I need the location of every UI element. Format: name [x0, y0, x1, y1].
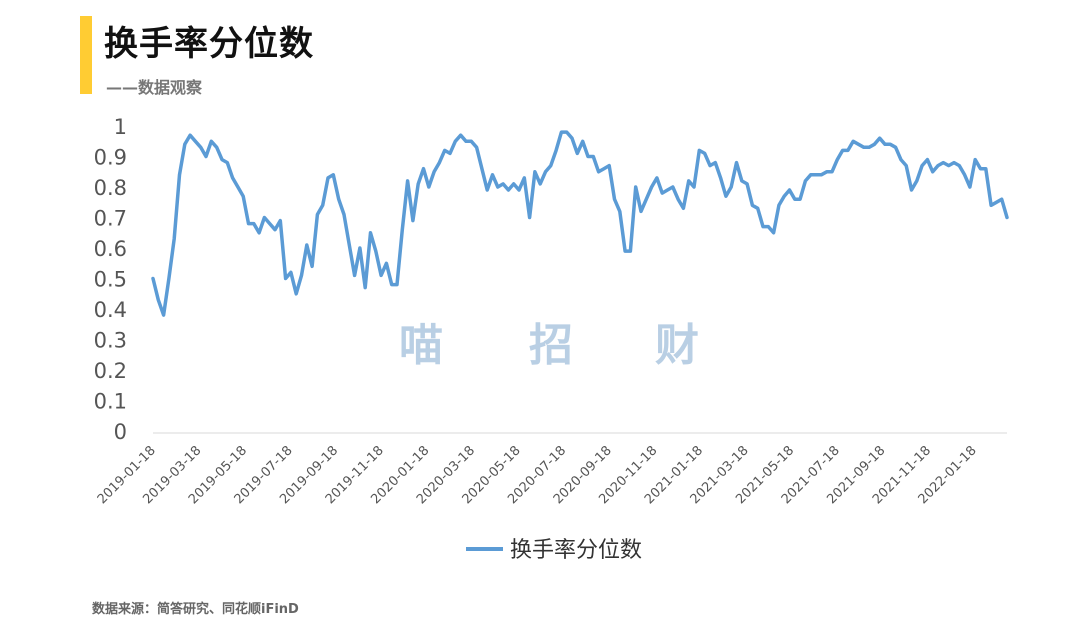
series-line [151, 130, 1009, 317]
watermark-char: 招 [529, 320, 573, 371]
y-tick-label: 0.8 [94, 176, 127, 200]
y-tick-label: 1 [114, 115, 127, 139]
y-tick-label: 0.2 [94, 359, 127, 383]
watermark-char: 喵 [399, 320, 443, 371]
y-tick-label: 0.4 [94, 298, 127, 322]
data-source-note: 数据来源：简答研究、同花顺iFinD [92, 602, 299, 617]
y-tick-label: 0.7 [94, 207, 127, 231]
page-title: 换手率分位数 [104, 24, 314, 64]
page-subtitle: ——数据观察 [106, 78, 203, 97]
y-tick-label: 0.1 [94, 390, 127, 414]
legend-label: 换手率分位数 [510, 538, 642, 563]
watermark-char: 财 [655, 320, 699, 371]
y-tick-label: 0.6 [94, 237, 127, 261]
title-accent-bar [80, 16, 92, 94]
y-tick-label: 0.9 [94, 146, 127, 170]
y-tick-label: 0 [114, 420, 127, 444]
y-tick-label: 0.5 [94, 268, 127, 292]
y-tick-label: 0.3 [94, 329, 127, 353]
